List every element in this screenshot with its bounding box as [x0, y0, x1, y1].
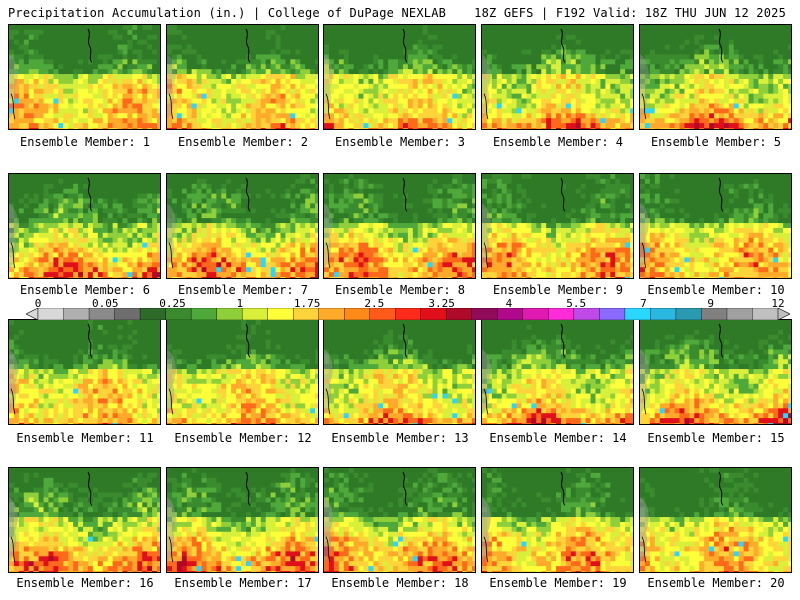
colorbar-tick-label: 1 [236, 297, 244, 310]
colorbar-swatch [624, 308, 651, 320]
member-caption-19: Ensemble Member: 19 [489, 576, 627, 590]
member-map-6 [8, 173, 161, 279]
member-map-14 [481, 319, 634, 425]
colorbar-swatch [522, 308, 549, 320]
member-map-8 [323, 173, 476, 279]
member-map-1 [8, 24, 161, 130]
member-caption-12: Ensemble Member: 12 [174, 431, 312, 445]
colorbar-swatch [599, 308, 626, 320]
colorbar-swatch [318, 308, 345, 320]
member-caption-15: Ensemble Member: 15 [647, 431, 785, 445]
member-map-4 [481, 24, 634, 130]
member-caption-1: Ensemble Member: 1 [19, 135, 151, 149]
member-map-19 [481, 467, 634, 573]
colorbar-swatch [395, 308, 422, 320]
colorbar-tick-label: 1.75 [293, 297, 321, 310]
colorbar-swatch [701, 308, 728, 320]
member-caption-7: Ensemble Member: 7 [177, 283, 309, 297]
member-map-15 [639, 319, 792, 425]
colorbar-swatch [241, 308, 269, 320]
colorbar-tick-label: 5.5 [566, 297, 587, 310]
member-caption-10: Ensemble Member: 10 [647, 283, 785, 297]
colorbar-max-arrow [777, 308, 790, 320]
member-caption-3: Ensemble Member: 3 [334, 135, 466, 149]
colorbar-swatch [63, 308, 90, 320]
colorbar-tick-label: 2.5 [364, 297, 385, 310]
member-caption-13: Ensemble Member: 13 [331, 431, 469, 445]
colorbar-swatch [267, 308, 294, 320]
colorbar-swatch [190, 308, 218, 320]
member-caption-9: Ensemble Member: 9 [492, 283, 624, 297]
member-caption-20: Ensemble Member: 20 [647, 576, 785, 590]
colorbar-tick-label: 12 [771, 297, 785, 310]
colorbar-swatch [471, 308, 498, 320]
colorbar-swatch [650, 308, 677, 320]
member-map-12 [166, 319, 319, 425]
member-caption-14: Ensemble Member: 14 [489, 431, 627, 445]
chart-title: Precipitation Accumulation (in.) | Colle… [8, 6, 447, 20]
colorbar-swatch [37, 308, 65, 320]
member-map-17 [166, 467, 319, 573]
colorbar-swatch [675, 308, 702, 320]
member-map-11 [8, 319, 161, 425]
member-map-2 [166, 24, 319, 130]
member-caption-5: Ensemble Member: 5 [650, 135, 782, 149]
member-map-10 [639, 173, 792, 279]
colorbar-tick-label: 9 [707, 297, 715, 310]
member-caption-18: Ensemble Member: 18 [331, 576, 469, 590]
run-info: 18Z GEFS | F192 Valid: 18Z THU JUN 12 20… [474, 6, 786, 20]
colorbar-tick-label: 4 [505, 297, 513, 310]
precip-colorbar [26, 308, 790, 320]
member-caption-17: Ensemble Member: 17 [174, 576, 312, 590]
member-map-7 [166, 173, 319, 279]
colorbar-swatch [726, 308, 753, 320]
member-map-18 [323, 467, 476, 573]
colorbar-tick-label: 0.25 [159, 297, 186, 310]
member-caption-11: Ensemble Member: 11 [16, 431, 154, 445]
member-map-20 [639, 467, 792, 573]
member-map-5 [639, 24, 792, 130]
member-caption-4: Ensemble Member: 4 [492, 135, 624, 149]
member-map-3 [323, 24, 476, 130]
member-map-9 [481, 173, 634, 279]
member-caption-2: Ensemble Member: 2 [177, 135, 309, 149]
member-caption-6: Ensemble Member: 6 [19, 283, 151, 297]
member-caption-16: Ensemble Member: 16 [16, 576, 154, 590]
colorbar-tick-label: 3.25 [428, 297, 455, 310]
member-map-13 [323, 319, 476, 425]
member-caption-8: Ensemble Member: 8 [334, 283, 466, 297]
colorbar-tick-label: 0 [34, 297, 42, 310]
colorbar-tick-label: 7 [640, 297, 647, 310]
colorbar-tick-label: 0.05 [92, 297, 119, 310]
member-map-16 [8, 467, 161, 573]
